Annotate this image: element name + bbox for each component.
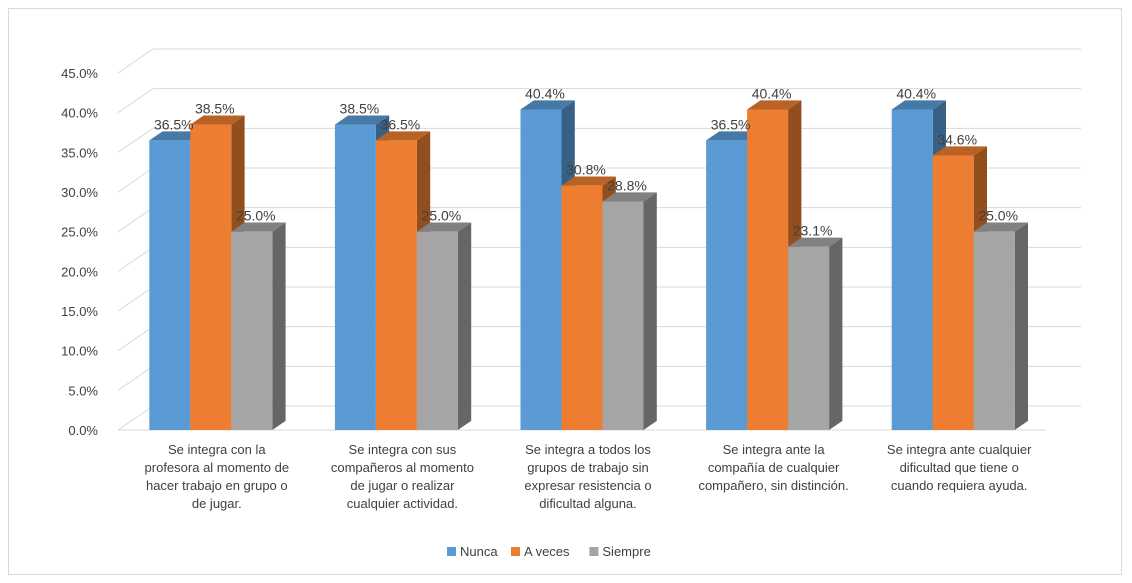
gridline-diagonal — [117, 246, 154, 272]
data-label: 30.8% — [566, 162, 606, 178]
data-label: 25.0% — [236, 208, 276, 224]
x-category-label: de jugar o realizar — [350, 478, 455, 493]
bar-side — [1014, 222, 1028, 430]
x-category-label: profesora al momento de — [145, 460, 290, 475]
y-tick-label: 15.0% — [61, 304, 98, 319]
bar-siempre — [416, 231, 458, 430]
x-category-label: compañeros al momento — [331, 460, 474, 475]
y-tick-label: 20.0% — [61, 264, 98, 279]
bar-side — [829, 237, 843, 430]
bar-top — [416, 222, 472, 232]
bar-nunca — [891, 109, 933, 430]
bar-side — [643, 192, 657, 430]
y-tick-label: 35.0% — [61, 145, 98, 160]
data-label: 25.0% — [978, 208, 1018, 224]
x-category-label: cualquier actividad. — [347, 496, 458, 511]
gridline-diagonal — [117, 405, 154, 431]
data-label: 40.4% — [525, 85, 565, 101]
gridline-diagonal — [117, 207, 154, 233]
bar-top — [788, 237, 843, 247]
legend-swatch — [511, 547, 520, 556]
x-category-label: Se integra ante cualquier — [887, 442, 1032, 457]
data-label: 36.5% — [711, 116, 751, 132]
axis-layer: 0.0% 5.0% 10.0% 15.0% 20.0% 25.0% 30.0% 35.0% 40… — [61, 66, 1032, 511]
bar-nunca — [706, 140, 748, 430]
data-label: 40.4% — [752, 85, 792, 101]
x-category-label: compañía de cualquier — [708, 460, 840, 475]
legend-label: A veces — [524, 544, 570, 559]
x-category-label: hacer trabajo en grupo o — [146, 478, 288, 493]
x-category-label: cuando requiera ayuda. — [891, 478, 1028, 493]
legend: Nunca A veces Siempre — [447, 544, 651, 559]
y-tick-label: 40.0% — [61, 106, 98, 121]
bar-side — [272, 222, 286, 430]
data-label: 25.0% — [422, 208, 462, 224]
gridline-diagonal — [117, 167, 154, 193]
bar-a-veces — [932, 155, 974, 431]
bar-top — [190, 115, 245, 125]
bar-nunca — [149, 140, 191, 430]
x-category-label: Se integra con la — [168, 442, 266, 457]
bar-nunca — [334, 124, 376, 431]
x-category-label: de jugar. — [192, 496, 242, 511]
legend-swatch — [447, 547, 456, 556]
data-label: 38.5% — [340, 101, 380, 117]
data-label: 38.5% — [195, 101, 235, 117]
bar-top — [932, 146, 987, 156]
bar-top — [149, 131, 204, 141]
bar-siempre — [788, 246, 830, 430]
x-category-label: expresar resistencia o — [524, 478, 651, 493]
bar-a-veces — [375, 140, 417, 430]
y-tick-label: 5.0% — [68, 383, 98, 398]
bar-nunca — [520, 109, 562, 430]
gridline-diagonal — [117, 326, 154, 352]
bar-top — [334, 115, 390, 125]
bar-layer — [149, 100, 1028, 431]
y-tick-label: 10.0% — [61, 344, 98, 359]
gridline-diagonal — [117, 127, 154, 153]
data-label: 34.6% — [937, 132, 977, 148]
data-label: 23.1% — [793, 223, 833, 239]
bar-siempre — [973, 231, 1015, 430]
y-tick-label: 45.0% — [61, 66, 98, 81]
x-category-label: dificultad alguna. — [539, 496, 637, 511]
bar-siempre — [602, 201, 644, 430]
gridline-diagonal — [117, 88, 154, 114]
legend-swatch — [589, 547, 599, 556]
bar-a-veces — [747, 109, 789, 430]
y-tick-label: 30.0% — [61, 185, 98, 200]
bar-a-veces — [190, 124, 232, 431]
bar-top — [375, 131, 431, 141]
bar-side — [457, 222, 472, 430]
data-label: 28.8% — [607, 178, 647, 194]
data-label: 36.5% — [154, 116, 194, 132]
bar-siempre — [231, 231, 273, 430]
data-label: 36.5% — [381, 116, 421, 132]
bar-top — [231, 222, 286, 232]
legend-label: Nunca — [460, 544, 498, 559]
bar-top — [891, 100, 946, 110]
label-layer: 36.5%38.5%25.0%38.5%36.5%25.0%40.4%30.8%… — [154, 85, 1018, 238]
bar-top — [973, 222, 1028, 232]
y-tick-label: 0.0% — [68, 423, 98, 438]
gridline-diagonal — [117, 286, 154, 312]
legend-label: Siempre — [602, 544, 650, 559]
x-category-label: compañero, sin distinción. — [698, 478, 848, 493]
data-label: 40.4% — [896, 85, 936, 101]
gridline-diagonal — [117, 365, 154, 391]
bar-top — [520, 100, 575, 110]
bar-top — [747, 100, 802, 110]
x-category-label: Se integra con sus — [349, 442, 457, 457]
x-category-label: Se integra a todos los — [525, 442, 651, 457]
x-category-label: Se integra ante la — [723, 442, 826, 457]
bar-a-veces — [561, 185, 603, 430]
y-tick-label: 25.0% — [61, 225, 98, 240]
x-category-label: dificultad que tiene o — [900, 460, 1019, 475]
bar-top — [706, 131, 761, 141]
bar-top — [561, 176, 616, 186]
x-category-label: grupos de trabajo sin — [527, 460, 648, 475]
gridline-diagonal — [117, 48, 154, 74]
bar-top — [602, 192, 657, 202]
